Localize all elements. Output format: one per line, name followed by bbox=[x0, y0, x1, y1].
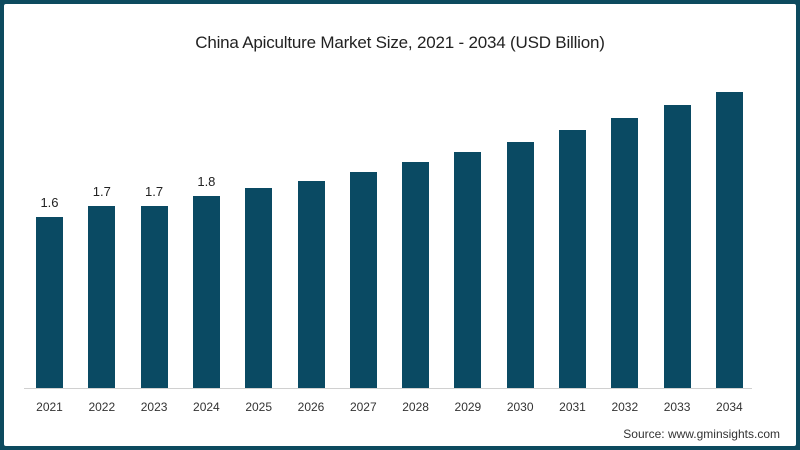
bar-2027 bbox=[349, 172, 377, 388]
x-tick-label: 2028 bbox=[402, 400, 429, 414]
x-tick-label: 2034 bbox=[716, 400, 743, 414]
x-tick-label: 2030 bbox=[506, 400, 534, 414]
bar-2024 bbox=[192, 195, 220, 388]
data-label: 1.8 bbox=[197, 173, 216, 189]
bar-2023 bbox=[140, 206, 168, 388]
x-tick-label: 2026 bbox=[297, 400, 325, 414]
x-tick-label: 2021 bbox=[36, 400, 63, 414]
bar-2031 bbox=[559, 130, 586, 388]
x-tick-label: 2032 bbox=[611, 400, 639, 414]
data-label: 1.7 bbox=[92, 184, 111, 200]
data-label: 1.6 bbox=[40, 195, 59, 210]
bar-2034 bbox=[715, 91, 743, 388]
x-tick-label: 2033 bbox=[663, 400, 691, 414]
data-label: 1.7 bbox=[145, 184, 164, 200]
bar-2022 bbox=[88, 206, 116, 388]
x-tick-label: 2025 bbox=[245, 400, 273, 414]
bar-2028 bbox=[402, 162, 430, 388]
x-tick-label: 2031 bbox=[559, 400, 586, 414]
bar-2029 bbox=[454, 151, 482, 388]
x-tick-label: 2024 bbox=[193, 400, 220, 414]
source-note: Source: www.gminsights.com bbox=[623, 427, 780, 441]
bar-2033 bbox=[663, 104, 691, 388]
bar-2021 bbox=[36, 217, 63, 388]
x-tick-label: 2022 bbox=[88, 400, 116, 414]
x-axis-line bbox=[24, 388, 752, 389]
bar-2032 bbox=[611, 117, 639, 388]
bar-2025 bbox=[245, 188, 273, 388]
chart-title: China Apiculture Market Size, 2021 - 203… bbox=[195, 33, 605, 52]
x-tick-label: 2023 bbox=[140, 400, 168, 414]
x-tick-label: 2029 bbox=[454, 400, 482, 414]
bar-2026 bbox=[297, 180, 325, 388]
x-tick-label: 2027 bbox=[349, 400, 377, 414]
bar-2030 bbox=[506, 142, 534, 388]
